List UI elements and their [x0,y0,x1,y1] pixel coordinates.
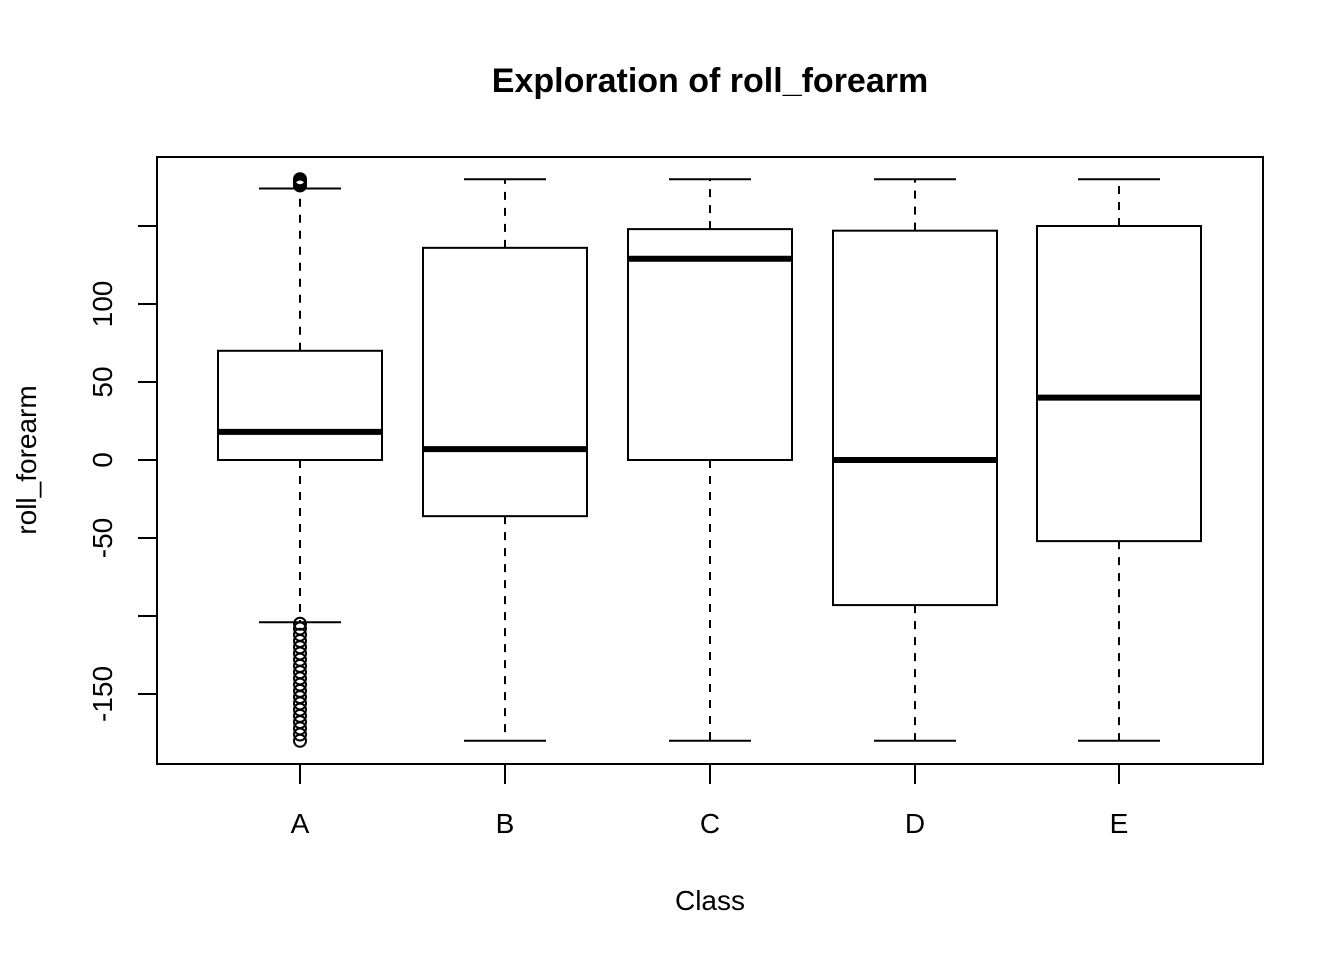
iqr-box [422,246,588,518]
y-tick-label: 0 [87,452,118,468]
outlier-point [293,172,307,187]
chart-title: Exploration of roll_forearm [492,62,928,100]
x-tick-label: C [700,808,720,839]
x-axis: A B C D E [291,764,1129,839]
y-tick-label: 50 [87,366,118,397]
x-axis-label: Class [675,885,745,916]
box-A [217,172,383,748]
box-C [627,178,793,742]
x-tick-label: A [291,808,310,839]
outlier-point [293,727,307,742]
x-tick-label: E [1110,808,1129,839]
y-tick-label: 100 [87,281,118,328]
outlier-point [293,733,307,748]
iqr-box [627,228,793,461]
y-axis: -150 -50 0 50 100 [87,225,157,722]
x-tick-label: D [905,808,925,839]
box-E [1036,178,1202,742]
outlier-point [293,616,307,631]
box-B [422,178,588,742]
iqr-box [1036,225,1202,543]
boxes [217,172,1202,748]
y-axis-label: roll_forearm [11,385,42,534]
box-D [832,178,998,742]
y-tick-label: -50 [87,518,118,558]
x-tick-label: B [496,808,515,839]
y-tick-label: -150 [87,666,118,722]
iqr-box [217,349,383,461]
iqr-box [832,229,998,607]
